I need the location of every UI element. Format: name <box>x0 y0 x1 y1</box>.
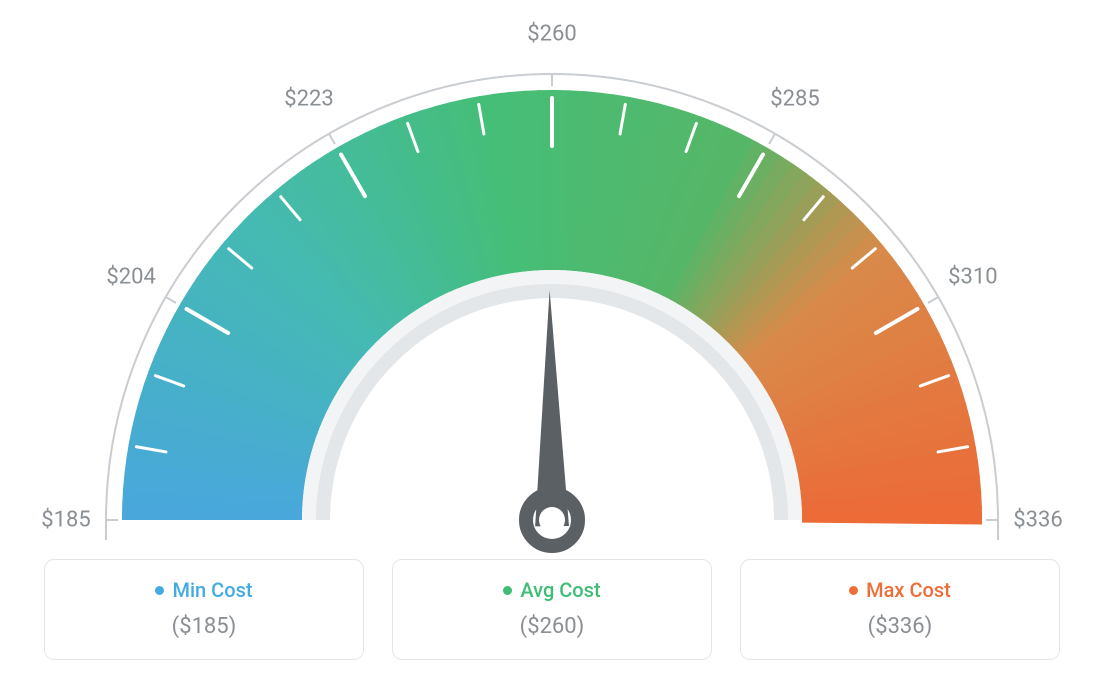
gauge-tick-label: $204 <box>106 265 155 290</box>
legend-value-min: ($185) <box>55 614 353 639</box>
legend-value-max: ($336) <box>751 614 1049 639</box>
legend-title-text: Avg Cost <box>520 578 600 602</box>
legend-title-avg: Avg Cost <box>503 578 600 602</box>
legend-dot-avg <box>503 586 512 595</box>
gauge-tick-label: $223 <box>284 87 333 112</box>
gauge-tick-label: $260 <box>527 22 576 47</box>
legend-title-min: Min Cost <box>155 578 252 602</box>
gauge-tick-label: $310 <box>948 265 997 290</box>
legend-value-avg: ($260) <box>403 614 701 639</box>
gauge-tick-label: $185 <box>41 508 90 533</box>
legend-dot-max <box>849 586 858 595</box>
legend-card-avg: Avg Cost ($260) <box>392 559 712 660</box>
legend-title-text: Min Cost <box>172 578 252 602</box>
legend-title-text: Max Cost <box>866 578 951 602</box>
legend-row: Min Cost ($185) Avg Cost ($260) Max Cost… <box>0 559 1104 660</box>
gauge-tick-label: $336 <box>1013 508 1062 533</box>
gauge-svg <box>22 20 1082 580</box>
gauge-tick-label: $285 <box>770 87 819 112</box>
legend-dot-min <box>155 586 164 595</box>
legend-card-max: Max Cost ($336) <box>740 559 1060 660</box>
legend-title-max: Max Cost <box>849 578 951 602</box>
legend-card-min: Min Cost ($185) <box>44 559 364 660</box>
gauge-chart: $185 $204 $223 $260 $285 $310 $336 <box>0 0 1104 560</box>
